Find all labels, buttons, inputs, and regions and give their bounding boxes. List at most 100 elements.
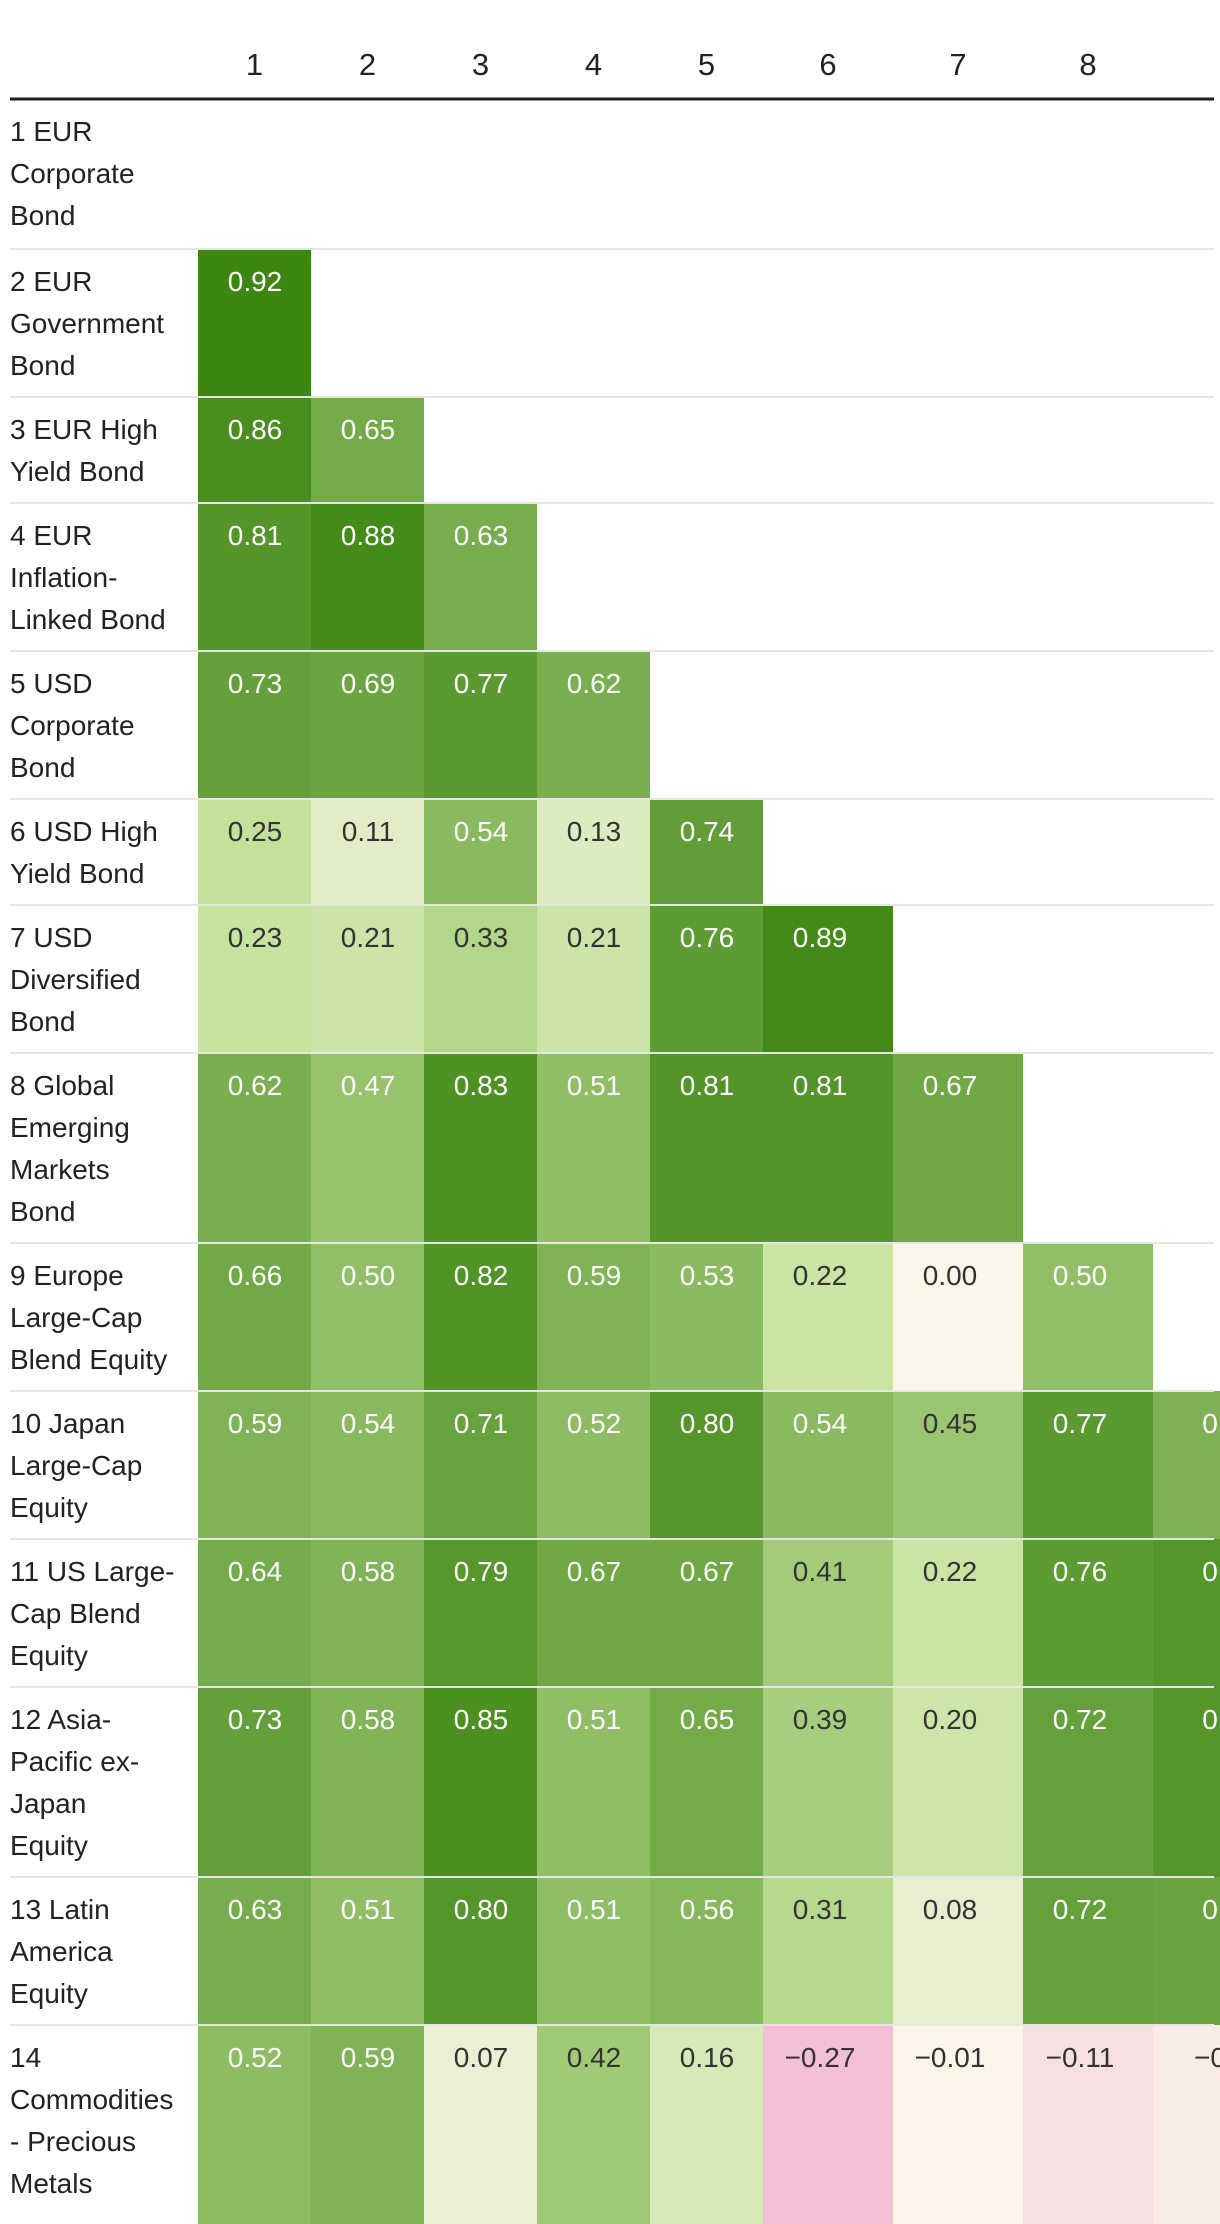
cell-r9-c4 <box>537 1243 650 1391</box>
cell-r13-c3 <box>424 1877 537 2025</box>
cell-value-r12-c1: 0.73 <box>228 1704 283 1735</box>
cell-value-r11-c3: 0.79 <box>454 1556 509 1587</box>
cell-value-r4-c1: 0.81 <box>228 520 283 551</box>
cell-r12-c4 <box>537 1687 650 1877</box>
cell-r14-c6 <box>763 2025 893 2224</box>
cell-value-r11-c9: 0 <box>1202 1556 1218 1587</box>
cell-r9-c7 <box>893 1243 1023 1391</box>
cell-value-r8-c5: 0.81 <box>680 1070 735 1101</box>
column-header-7: 7 <box>949 47 966 82</box>
cell-r7-c3 <box>424 905 537 1053</box>
cell-r7-c4 <box>537 905 650 1053</box>
cell-value-r8-c4: 0.51 <box>567 1070 622 1101</box>
cell-r9-c1 <box>198 1243 311 1391</box>
cell-r11-c2 <box>311 1539 424 1687</box>
cell-r6-c5 <box>650 799 763 905</box>
cell-value-r10-c9: 0 <box>1202 1408 1218 1439</box>
cell-value-r8-c7: 0.67 <box>923 1070 978 1101</box>
cell-r11-c6 <box>763 1539 893 1687</box>
cell-r9-c6 <box>763 1243 893 1391</box>
cell-value-r14-c4: 0.42 <box>567 2042 622 2073</box>
cell-r10-c7 <box>893 1391 1023 1539</box>
column-header-4: 4 <box>585 47 602 82</box>
row-label-1: 1 EUR Corporate Bond <box>10 116 135 231</box>
cell-value-r9-c2: 0.50 <box>341 1260 396 1291</box>
cell-r9-c5 <box>650 1243 763 1391</box>
row-label-8: 8 Global Emerging Markets Bond <box>10 1070 130 1227</box>
row-label-5: 5 USD Corporate Bond <box>10 668 135 783</box>
cell-r9-c3 <box>424 1243 537 1391</box>
cell-value-r14-c3: 0.07 <box>454 2042 509 2073</box>
cell-r14-c9 <box>1153 2025 1220 2224</box>
cell-value-r7-c3: 0.33 <box>454 922 509 953</box>
cell-value-r6-c2: 0.11 <box>342 816 394 847</box>
cell-value-r5-c1: 0.73 <box>228 668 283 699</box>
row-label-3: 3 EUR High Yield Bond <box>10 414 158 487</box>
cell-value-r11-c6: 0.41 <box>793 1556 848 1587</box>
cell-r14-c1 <box>198 2025 311 2224</box>
cell-r13-c7 <box>893 1877 1023 2025</box>
cell-r4-c3 <box>424 503 537 651</box>
cell-r4-c2 <box>311 503 424 651</box>
cell-r7-c6 <box>763 905 893 1053</box>
cell-r3-c1 <box>198 397 311 503</box>
cell-r8-c3 <box>424 1053 537 1243</box>
column-header-6: 6 <box>819 47 836 82</box>
cell-value-r9-c6: 0.22 <box>793 1260 848 1291</box>
cell-r14-c2 <box>311 2025 424 2224</box>
cell-r14-c8 <box>1023 2025 1153 2224</box>
cell-r13-c4 <box>537 1877 650 2025</box>
cell-value-r13-c6: 0.31 <box>793 1894 848 1925</box>
cell-r11-c4 <box>537 1539 650 1687</box>
cell-value-r3-c2: 0.65 <box>341 414 396 445</box>
cell-value-r5-c2: 0.69 <box>341 668 396 699</box>
cell-r13-c9 <box>1153 1877 1220 2025</box>
row-dividers <box>10 248 1214 2026</box>
cell-r10-c3 <box>424 1391 537 1539</box>
cell-r5-c3 <box>424 651 537 799</box>
cell-value-r14-c6: −0.27 <box>785 2042 856 2073</box>
row-label-10: 10 Japan Large-Cap Equity <box>10 1408 142 1523</box>
row-label-6: 6 USD High Yield Bond <box>10 816 158 889</box>
cell-values: 0.92 0.86 0.65 0.81 0.88 0.63 0.73 0.69 0.77 0.62… <box>228 266 1220 2073</box>
cell-value-r3-c1: 0.86 <box>228 414 283 445</box>
row-label-13: 13 Latin America Equity <box>10 1894 113 2009</box>
cell-value-r13-c3: 0.80 <box>454 1894 509 1925</box>
cell-value-r12-c9: 0 <box>1202 1704 1218 1735</box>
cell-value-r14-c2: 0.59 <box>341 2042 396 2073</box>
cell-value-r12-c5: 0.65 <box>680 1704 735 1735</box>
cell-r12-c9 <box>1153 1687 1220 1877</box>
cell-r6-c2 <box>311 799 424 905</box>
cell-value-r10-c8: 0.77 <box>1053 1408 1108 1439</box>
cell-value-r12-c3: 0.85 <box>454 1704 509 1735</box>
cell-value-r7-c4: 0.21 <box>567 922 622 953</box>
cell-r10-c6 <box>763 1391 893 1539</box>
cell-value-r11-c7: 0.22 <box>923 1556 978 1587</box>
cell-r9-c2 <box>311 1243 424 1391</box>
cell-r8-c7 <box>893 1053 1023 1243</box>
cell-r4-c1 <box>198 503 311 651</box>
cell-value-r14-c5: 0.16 <box>680 2042 735 2073</box>
cell-value-r14-c9: −0 <box>1194 2042 1220 2073</box>
cell-value-r4-c3: 0.63 <box>454 520 509 551</box>
cell-value-r9-c7: 0.00 <box>923 1260 978 1291</box>
cell-value-r6-c5: 0.74 <box>680 816 735 847</box>
cell-value-r9-c1: 0.66 <box>228 1260 283 1291</box>
cell-value-r7-c1: 0.23 <box>228 922 283 953</box>
row-label-12: 12 Asia-Pacific ex-Japan Equity <box>10 1704 139 1861</box>
cell-value-r6-c4: 0.13 <box>567 816 622 847</box>
heatmap-cells <box>198 249 1220 2224</box>
cell-r12-c6 <box>763 1687 893 1877</box>
cell-r5-c1 <box>198 651 311 799</box>
column-headers: 1 2 3 4 5 6 7 8 <box>246 47 1097 82</box>
cell-r14-c4 <box>537 2025 650 2224</box>
cell-value-r14-c8: −0.11 <box>1046 2042 1115 2073</box>
cell-r13-c8 <box>1023 1877 1153 2025</box>
cell-value-r12-c6: 0.39 <box>793 1704 848 1735</box>
cell-r11-c9 <box>1153 1539 1220 1687</box>
cell-value-r12-c2: 0.58 <box>341 1704 396 1735</box>
cell-value-r9-c4: 0.59 <box>567 1260 622 1291</box>
cell-r9-c8 <box>1023 1243 1153 1391</box>
cell-r11-c1 <box>198 1539 311 1687</box>
cell-value-r13-c9: 0 <box>1202 1894 1218 1925</box>
